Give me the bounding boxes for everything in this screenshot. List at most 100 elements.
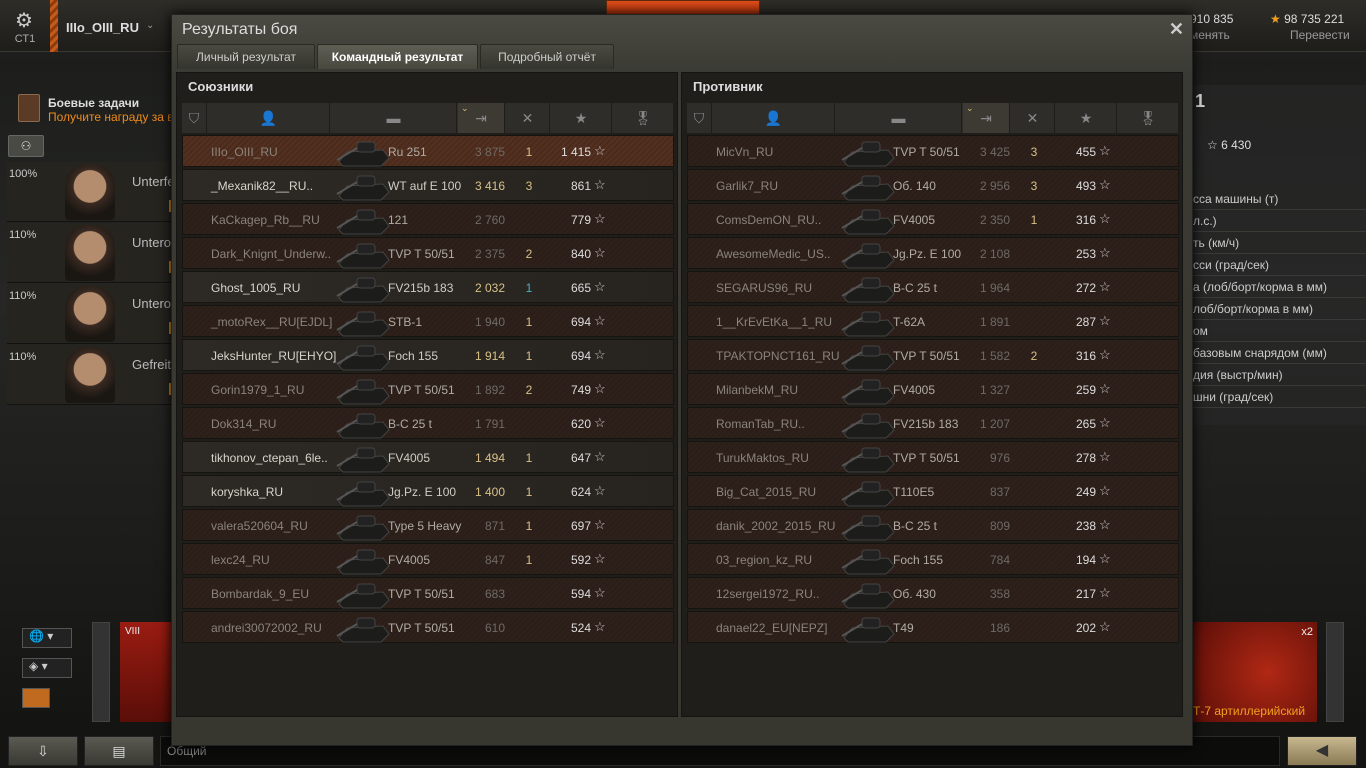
carousel-right-arrow[interactable]: [1326, 622, 1344, 722]
gold-value: 910 835: [1190, 12, 1234, 26]
player-name[interactable]: IIIo_OIII_RU: [66, 20, 139, 35]
player-row[interactable]: Dok314_RU B-C 25 t 1 791 620 ☆: [182, 407, 674, 439]
kills-column-header[interactable]: ✕: [1011, 103, 1055, 133]
player-row[interactable]: Dark_Knignt_Underw.. TVP T 50/51 2 375 2 840…: [182, 237, 674, 269]
star-icon: ☆: [1099, 211, 1111, 226]
allies-title: Союзники: [188, 79, 254, 94]
gear-icon[interactable]: ⚙: [15, 10, 33, 32]
crew-member[interactable]: 110% Unteroff: [7, 223, 179, 283]
player-row[interactable]: MicVn_RU TVP T 50/51 3 425 3 455 ☆: [687, 135, 1179, 167]
xp-value: 665: [570, 281, 591, 295]
notifications-button[interactable]: ◀: [1287, 736, 1357, 766]
tab-personal[interactable]: Личный результат: [177, 44, 315, 69]
player-row[interactable]: RomanTab_RU.. FV215b 183 1 207 265 ☆: [687, 407, 1179, 439]
tank-column-header[interactable]: ▬: [331, 103, 457, 133]
crew-member[interactable]: 110% Gefreiter: [7, 345, 179, 405]
xp-value: 253: [1075, 247, 1096, 261]
star-icon: ☆: [1099, 483, 1111, 498]
player-row[interactable]: Garlik7_RU Об. 140 2 956 3 493 ☆: [687, 169, 1179, 201]
crew-member[interactable]: 110% Unteroff: [7, 284, 179, 344]
xp-value: 316: [1075, 213, 1096, 227]
account-stripe: [50, 0, 58, 52]
tank-name: FV215b 183: [893, 417, 959, 431]
squad-column-header[interactable]: ⛉: [182, 103, 207, 133]
player-row[interactable]: Ghost_1005_RU FV215b 183 2 032 1 665 ☆: [182, 271, 674, 303]
crew-rank: Unteroff: [132, 296, 177, 311]
player-row[interactable]: andrei30072002_RU TVP T 50/51 610 524 ☆: [182, 611, 674, 643]
kills-column-header[interactable]: ✕: [506, 103, 550, 133]
player-row[interactable]: ComsDemON_RU.. FV4005 2 350 1 316 ☆: [687, 203, 1179, 235]
tank-name: STB-1: [388, 315, 423, 329]
player-row[interactable]: MilanbekM_RU FV4005 1 327 259 ☆: [687, 373, 1179, 405]
type-filter[interactable]: ◈ ▾: [22, 658, 72, 678]
star-icon: ☆: [594, 449, 606, 464]
xp-column-header[interactable]: ★: [551, 103, 612, 133]
crew-member[interactable]: 100% Unterfeld: [7, 162, 179, 222]
player-row[interactable]: SEGARUS96_RU B-C 25 t 1 964 272 ☆: [687, 271, 1179, 303]
crew-skill: 110%: [9, 229, 37, 241]
enemies-title: Противник: [693, 79, 763, 94]
tank-image: [838, 408, 900, 440]
player-row[interactable]: koryshka_RU Jg.Pz. E 100 1 400 1 624 ☆: [182, 475, 674, 507]
star-icon: ☆: [1099, 415, 1111, 430]
medals-column-header[interactable]: 🎖: [613, 103, 674, 133]
tank-card[interactable]: VIII: [120, 622, 172, 722]
player-row[interactable]: tikhonov_ctepan_6le.. FV4005 1 494 1 647 ☆: [182, 441, 674, 473]
tank-name: TVP T 50/51: [388, 247, 455, 261]
tab-detailed[interactable]: Подробный отчёт: [480, 44, 614, 69]
tank-card[interactable]: x2 Т-7 артиллерийский: [1193, 622, 1317, 722]
player-row[interactable]: Big_Cat_2015_RU T110E5 837 249 ☆: [687, 475, 1179, 507]
player-row[interactable]: danael22_EU[NEPZ] T49 186 202 ☆: [687, 611, 1179, 643]
contacts-button[interactable]: ⇩: [8, 736, 78, 766]
player-row[interactable]: 03_region_kz_RU Foch 155 784 194 ☆: [687, 543, 1179, 575]
player-row[interactable]: 1__KrEvEtKa__1_RU T-62A 1 891 287 ☆: [687, 305, 1179, 337]
crew-icon[interactable]: ⚇: [8, 135, 44, 157]
star-icon: ☆: [594, 381, 606, 396]
player-row[interactable]: _Mexanik82__RU.. WT auf E 100 3 416 3 861 ☆: [182, 169, 674, 201]
convert-link[interactable]: Перевести: [1290, 28, 1350, 42]
damage-column-header[interactable]: ⇥ ⌄: [963, 103, 1010, 133]
tank-column-header[interactable]: ▬: [836, 103, 962, 133]
chat-button[interactable]: ▤: [84, 736, 154, 766]
player-column-header[interactable]: 👤: [713, 103, 835, 133]
star-icon: ☆: [594, 483, 606, 498]
squad-column-header[interactable]: ⛉: [687, 103, 712, 133]
kills-value: 3: [1030, 145, 1038, 159]
player-row[interactable]: AwesomeMedic_US.. Jg.Pz. E 100 2 108 253 ☆: [687, 237, 1179, 269]
chevron-down-icon[interactable]: ⌄: [146, 20, 155, 31]
player-row[interactable]: danik_2002_2015_RU B-C 25 t 809 238 ☆: [687, 509, 1179, 541]
nation-filter[interactable]: 🌐 ▾: [22, 628, 72, 648]
xp-value: 694: [570, 349, 591, 363]
tank-name: TVP T 50/51: [893, 451, 960, 465]
tank-name: T110E5: [893, 485, 935, 499]
player-row[interactable]: TPAKTOPNCT161_RU TVP T 50/51 1 582 2 316 ☆: [687, 339, 1179, 371]
player-row[interactable]: Bombardak_9_EU TVP T 50/51 683 594 ☆: [182, 577, 674, 609]
damage-value: 610: [484, 621, 505, 635]
medals-column-header[interactable]: 🎖: [1118, 103, 1179, 133]
player-column-header[interactable]: 👤: [208, 103, 330, 133]
player-row[interactable]: KaCkagep_Rb__RU 121 2 760 779 ☆: [182, 203, 674, 235]
player-row[interactable]: 12sergei1972_RU.. Об. 430 358 217 ☆: [687, 577, 1179, 609]
player-row[interactable]: _motoRex__RU[EJDL] STB-1 1 940 1 694 ☆: [182, 305, 674, 337]
kills-value: 1: [525, 451, 533, 465]
player-row[interactable]: JeksHunter_RU[EHYO] Foch 155 1 914 1 694 ☆: [182, 339, 674, 371]
player-row[interactable]: valera520604_RU Type 5 Heavy 871 1 697 ☆: [182, 509, 674, 541]
star-icon: ☆: [1099, 517, 1111, 532]
carousel-left-arrow[interactable]: [92, 622, 110, 722]
kills-value: 1: [525, 281, 533, 295]
tab-team[interactable]: Командный результат: [317, 44, 478, 69]
star-icon: ☆: [594, 415, 606, 430]
player-row[interactable]: lexc24_RU FV4005 847 1 592 ☆: [182, 543, 674, 575]
damage-value: 837: [989, 485, 1010, 499]
premium-filter[interactable]: [22, 688, 50, 708]
tank-name: TVP T 50/51: [893, 145, 960, 159]
player-name: Big_Cat_2015_RU: [716, 485, 817, 499]
player-row[interactable]: IIIo_OIII_RU Ru 251 3 875 1 1 415 ☆: [182, 135, 674, 167]
xp-column-header[interactable]: ★: [1056, 103, 1117, 133]
close-icon[interactable]: ✕: [1168, 19, 1184, 39]
exchange-link[interactable]: менять: [1190, 28, 1230, 42]
xp-value: 779: [570, 213, 591, 227]
player-row[interactable]: Gorin1979_1_RU TVP T 50/51 1 892 2 749 ☆: [182, 373, 674, 405]
player-row[interactable]: TurukMaktos_RU TVP T 50/51 976 278 ☆: [687, 441, 1179, 473]
damage-column-header[interactable]: ⇥ ⌄: [458, 103, 505, 133]
